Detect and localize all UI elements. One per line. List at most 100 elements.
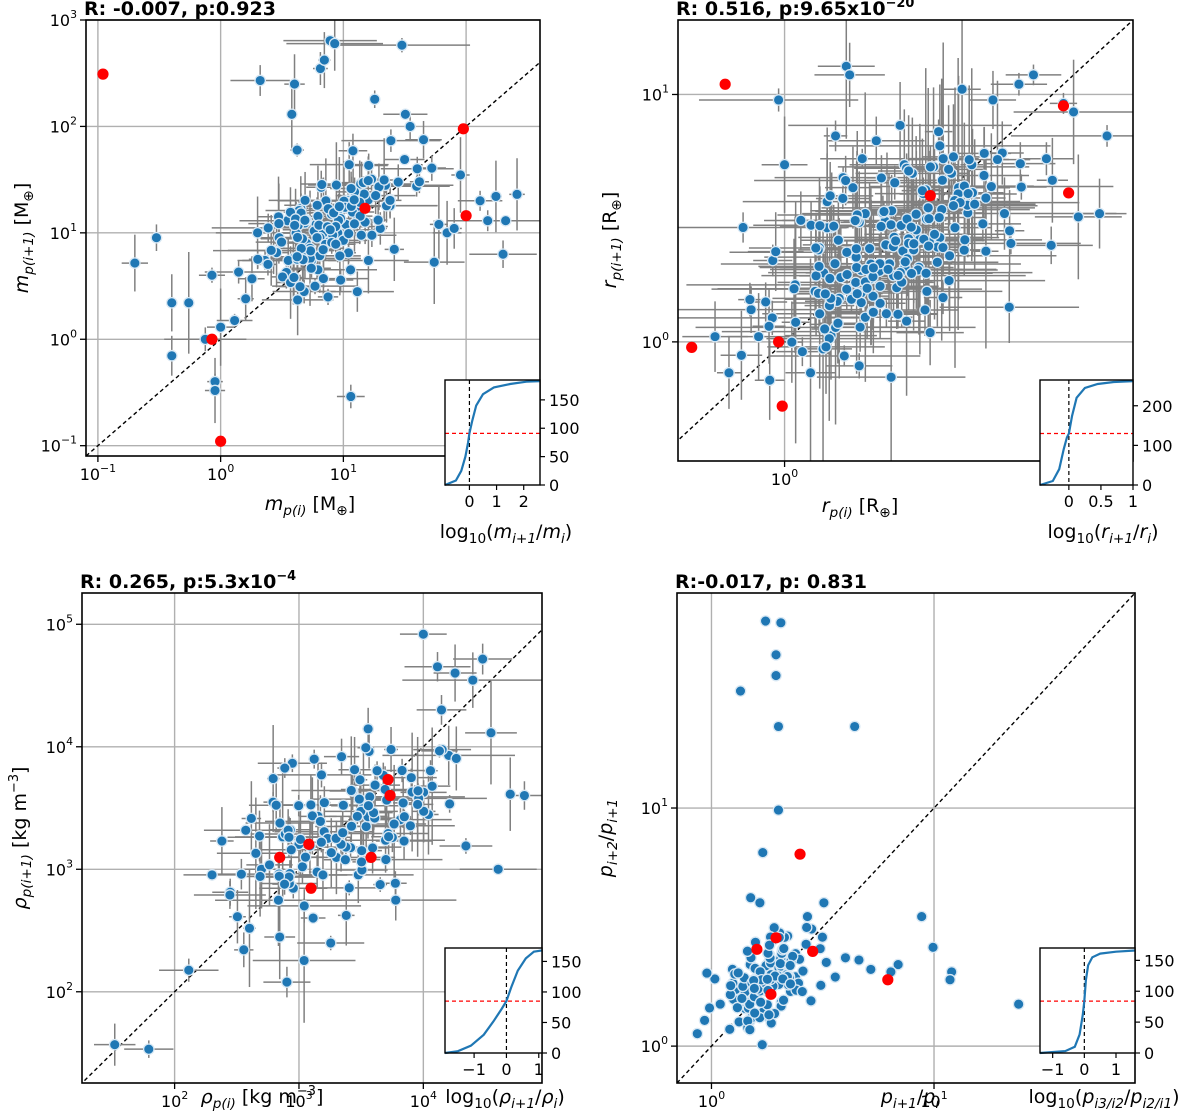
data-point (308, 753, 321, 765)
data-point (374, 878, 387, 891)
y-tick-label: 105 (46, 612, 73, 634)
data-point (754, 996, 767, 1009)
data-point (435, 704, 448, 716)
data-point (744, 293, 756, 306)
data-point (317, 272, 330, 285)
panel-title: R: 0.265, p:5.3x10−4 (80, 569, 296, 593)
data-point (385, 134, 397, 147)
data-point (443, 798, 456, 810)
data-point (263, 859, 276, 871)
data-point (305, 262, 318, 275)
data-point (899, 255, 912, 268)
data-point (283, 831, 295, 844)
data-point (985, 180, 998, 193)
data-point (265, 244, 278, 257)
highlight-point (303, 838, 315, 850)
data-point (345, 182, 357, 195)
axes-frame (81, 592, 543, 1084)
inset-cdf-curve (444, 380, 541, 487)
data-point (770, 648, 782, 661)
data-point (916, 184, 929, 197)
one-to-one-line (677, 593, 1135, 1083)
data-point (814, 979, 827, 992)
data-point (819, 288, 832, 300)
data-point (885, 371, 897, 384)
data-point (1045, 239, 1058, 252)
inset-x-tick-label: 1 (1128, 492, 1138, 511)
inset-y-tick-label: 100 (1144, 982, 1175, 1001)
data-point (797, 965, 809, 977)
data-point (829, 130, 842, 142)
data-point (772, 720, 785, 733)
inset-y-tick-label: 50 (551, 1013, 571, 1032)
data-point (485, 726, 497, 739)
data-point (920, 267, 932, 280)
data-point (888, 176, 901, 189)
data-point (864, 963, 877, 976)
data-point (796, 985, 809, 998)
data-point (497, 248, 509, 261)
data-point (772, 94, 785, 106)
data-point (708, 973, 721, 985)
inset-background (1040, 380, 1133, 485)
data-point (448, 222, 461, 235)
data-point (763, 1008, 775, 1021)
data-point (922, 201, 935, 214)
data-point (428, 256, 441, 269)
inset-x-tick-label: 0.5 (1088, 492, 1113, 511)
data-point (931, 256, 944, 269)
data-point (388, 818, 401, 830)
data-point (933, 211, 946, 224)
data-point (1067, 106, 1080, 118)
data-point (818, 323, 831, 335)
data-point (958, 244, 971, 256)
data-point (355, 229, 368, 242)
data-point (958, 234, 971, 246)
inset-y-tick-label: 0 (1142, 476, 1152, 495)
y-axis-label: rp(i+1) [R⊕] (599, 192, 625, 289)
data-point (345, 820, 358, 833)
data-point (963, 153, 976, 166)
data-point (399, 108, 412, 121)
y-tick-label: 10−1 (41, 434, 77, 456)
data-point (788, 282, 800, 295)
data-point (348, 193, 361, 206)
data-point (1003, 224, 1016, 237)
axes-frame (677, 19, 1134, 462)
data-point (251, 226, 264, 239)
highlight-point (97, 68, 109, 80)
plot-area (677, 593, 1135, 1083)
data-point (874, 280, 886, 293)
x-tick-label: 104 (410, 1089, 437, 1111)
ticks: 102 103 104 102 103 104 105 (46, 612, 437, 1111)
data-point (874, 297, 887, 310)
highlight-point (719, 78, 731, 90)
inset-y-tick-label: 100 (1142, 436, 1173, 455)
data-point (317, 869, 329, 881)
inset-x-tick-label: 0 (1079, 1060, 1089, 1079)
data-point (998, 207, 1011, 220)
data-point (841, 268, 853, 281)
inset-y-tick-label: 200 (1142, 397, 1173, 416)
highlight-point (776, 400, 788, 412)
data-point (369, 189, 382, 202)
plot-area (86, 20, 540, 456)
inset-x-tick-label: −1 (462, 1060, 486, 1079)
inset-x-tick-label: −1 (1041, 1060, 1065, 1079)
data-point (735, 349, 748, 362)
y-tick-label: 100 (641, 1034, 668, 1056)
data-point (809, 242, 822, 254)
data-point (698, 1014, 711, 1027)
data-point (709, 330, 721, 343)
data-point (182, 964, 195, 977)
inset-x-tick-label: 0 (1064, 492, 1074, 511)
red-points (274, 773, 396, 894)
data-point (1013, 78, 1025, 91)
data-point (288, 78, 301, 90)
data-point (275, 236, 288, 248)
data-point (947, 199, 960, 212)
data-point (288, 219, 301, 232)
data-point (936, 174, 949, 187)
